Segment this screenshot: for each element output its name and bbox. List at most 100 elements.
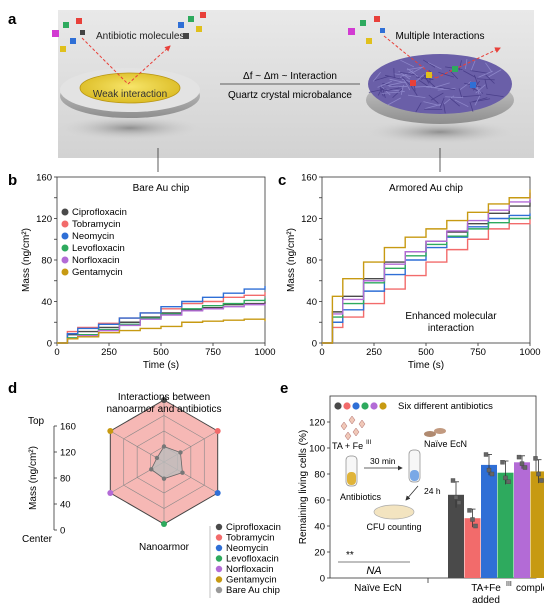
molecule-cube [52,30,59,37]
inset-cells-label: Naïve EcN [424,439,467,449]
equation-label: Δf ~ Δm ~ Interaction [243,71,337,82]
radar-armor-point [107,428,114,434]
legend-marker [61,220,69,228]
nanoarmor-fiber [414,85,433,88]
nanoarmor-fiber [423,101,441,107]
molecule-cube [374,16,380,22]
data-point [539,478,544,483]
nanoarmor-fiber [485,62,493,73]
nanoarmor-fiber [407,68,419,77]
legend-dot-gentamycin [379,402,387,410]
x-category-label: Naïve EcN [354,583,402,594]
nanoarmor-fiber [415,102,422,113]
molecule-cube [80,30,85,35]
legend-marker [215,586,223,594]
series-line-norfloxacin [322,192,531,344]
legend-marker [61,256,69,264]
radar-series-label: Nanoarmor [139,542,190,553]
x-tick-label: 1000 [519,347,540,358]
legend-label: Neomycin [226,543,268,554]
naive-na-label: NA [366,565,381,577]
chart-title: Armored Au chip [389,183,463,194]
annotation-line: Enhanced molecular [405,311,497,322]
nanoarmor-fiber [476,83,480,95]
panel-label-c: c [278,172,286,189]
legend-label: Levofloxacin [226,554,279,565]
significance-mark: ** [346,550,354,561]
nanoarmor-fiber [368,88,386,93]
molecule-cube [470,82,476,88]
x-tick-label: 500 [153,347,169,358]
nanoarmor-fiber [399,71,418,76]
data-point [486,467,492,473]
nanoarmor-fiber [404,80,411,91]
bar-tobramycin [464,518,481,578]
nanoarmor-fibers [368,59,504,114]
nanoarmor-fiber [416,76,434,81]
panel-label-d: d [8,380,17,397]
y-tick-label: 0 [312,339,317,350]
x-tick-label: 500 [418,347,434,358]
radar-center-label: Center [22,534,53,545]
nanoarmor-fiber [384,74,402,80]
y-tick-label: 80 [306,256,317,267]
nanoarmor-fiber [486,93,504,98]
ta-fe-icon [344,431,352,441]
legend-marker [215,534,223,541]
data-point [519,461,525,466]
nanoarmor-fiber [478,70,493,78]
bar-norfloxacin [514,462,530,578]
nanoarmor-fiber [488,69,502,78]
radar-armor-point [161,521,167,527]
inset-tube-2-liquid [410,470,419,481]
molecule-cube [60,46,66,52]
y-tick-label: 40 [41,297,52,308]
nanoarmor-fiber [422,59,436,68]
y-tick-label: 40 [314,522,325,533]
nanoarmor-fiber [469,101,474,112]
nanoarmor-fiber [458,88,463,99]
qcm-label: Quartz crystal microbalance [228,90,352,101]
nanoarmor-fiber [474,74,479,85]
nanoarmor-fiber [476,78,495,81]
nanoarmor-fiber [462,70,477,79]
nanoarmor-fiber [392,88,403,98]
nanoarmor-fiber [373,75,390,82]
y-tick-label: 20 [314,548,325,559]
bacteria-icon [434,428,446,434]
bar-ciprofloxacin [448,494,464,578]
nanoarmor-fiber [449,97,460,107]
data-point [536,471,541,477]
ta-fe-icon [348,415,356,425]
data-point [522,465,528,470]
armored-outgoing-arrow [435,47,501,79]
chart-bare-chip: 0 250 500 750 1000 0 40 80 120 160 Time (s) Mass (n… [21,173,276,372]
x-tick-label: 0 [319,347,324,358]
x-category-label: III [506,581,512,588]
legend-marker [61,208,69,216]
molecule-cube [410,80,416,86]
nanoarmor-fiber [384,87,402,92]
legend-label: Tobramycin [72,219,121,230]
nanoarmor-fiber [387,81,405,86]
nanoarmor-fiber [438,71,455,78]
nanoarmor-fiber [409,66,423,75]
inset-counting-label: CFU counting [366,522,421,532]
x-tick-label: 750 [470,347,486,358]
data-point [483,452,489,457]
nanoarmor-fiber [400,84,404,95]
x-axis-label: Time (s) [143,360,179,371]
panel-c: c 0 250 500 750 1000 0 40 80 120 160 Time (s) Mass … [278,172,541,371]
y-tick-label: 80 [314,470,325,481]
legend-marker [61,244,69,252]
data-point [456,500,462,505]
molecule-cube [76,18,82,24]
molecule-cube [380,28,385,33]
x-category-label: complexes [516,583,544,594]
legend-dot-ciprofloxacin [334,402,342,410]
legend-marker [215,555,223,562]
radar-bare-point [178,450,183,455]
